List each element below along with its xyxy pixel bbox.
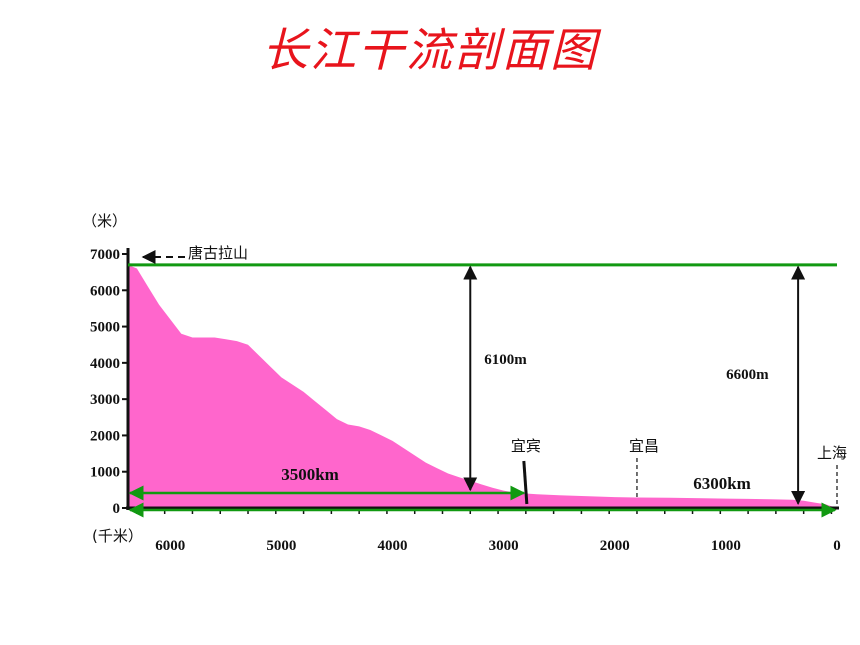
y-unit-label: （米） [82,212,127,230]
y-tick-label: 2000 [90,428,120,444]
drop-label-1: 6100m [484,352,527,368]
x-tick-label: 1000 [711,538,741,554]
distance-label-2: 6300km [693,474,751,493]
x-tick-label: 3000 [489,538,519,554]
y-tick-label: 0 [113,501,121,517]
x-tick-label: 4000 [377,538,407,554]
y-tick-label: 3000 [90,392,120,408]
city-label: 上海 [817,444,847,462]
x-unit-label: (千米） [92,527,143,545]
city-marker [522,460,529,505]
y-tick-label: 1000 [90,465,120,481]
y-tick-label: 5000 [90,320,120,336]
source-label: 唐古拉山 [188,244,248,262]
elevation-profile-area [128,264,837,508]
x-tick-label: 5000 [266,538,296,554]
distance-label-1: 3500km [281,465,339,484]
y-tick-label: 7000 [90,247,120,263]
x-tick-label: 2000 [600,538,630,554]
drop-label-2: 6600m [726,367,769,383]
city-label: 宜宾 [511,437,541,455]
city-label: 宜昌 [629,437,659,455]
y-tick-label: 6000 [90,283,120,299]
page-title: 长江干流剖面图 [262,23,598,77]
y-tick-label: 4000 [90,356,120,372]
x-tick-label: 6000 [155,538,185,554]
x-tick-label: 0 [833,538,841,554]
